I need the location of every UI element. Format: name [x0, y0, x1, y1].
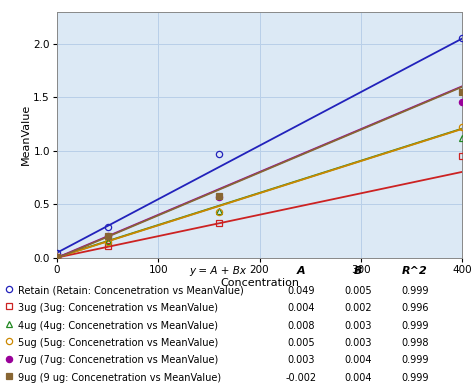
Text: 0.008: 0.008: [287, 320, 315, 331]
Text: 0.004: 0.004: [287, 303, 315, 313]
X-axis label: Concentration: Concentration: [220, 278, 299, 288]
Text: 0.999: 0.999: [401, 373, 428, 383]
Text: B: B: [354, 265, 362, 275]
Text: 0.004: 0.004: [344, 355, 372, 365]
Text: 0.999: 0.999: [401, 286, 428, 296]
Text: 0.999: 0.999: [401, 320, 428, 331]
Text: 5ug (5ug: Concenetration vs MeanValue): 5ug (5ug: Concenetration vs MeanValue): [18, 338, 218, 348]
Text: 9ug (9 ug: Concenetration vs MeanValue): 9ug (9 ug: Concenetration vs MeanValue): [18, 373, 221, 383]
Text: 0.005: 0.005: [344, 286, 372, 296]
Text: A: A: [297, 265, 305, 275]
Text: 0.999: 0.999: [401, 355, 428, 365]
Text: R^2: R^2: [402, 265, 428, 275]
Text: 0.003: 0.003: [344, 320, 372, 331]
Text: 0.004: 0.004: [344, 373, 372, 383]
Text: 7ug (7ug: Concenetration vs MeanValue): 7ug (7ug: Concenetration vs MeanValue): [18, 355, 218, 365]
Text: 0.049: 0.049: [287, 286, 315, 296]
Text: y = A + Bx: y = A + Bx: [190, 265, 246, 275]
Text: 4ug (4ug: Concenetration vs MeanValue): 4ug (4ug: Concenetration vs MeanValue): [18, 320, 218, 331]
Text: 0.002: 0.002: [344, 303, 372, 313]
Text: Retain (Retain: Concenetration vs MeanValue): Retain (Retain: Concenetration vs MeanVa…: [18, 286, 244, 296]
Y-axis label: MeanValue: MeanValue: [20, 104, 30, 165]
Text: 3ug (3ug: Concenetration vs MeanValue): 3ug (3ug: Concenetration vs MeanValue): [18, 303, 218, 313]
Text: 0.998: 0.998: [401, 338, 428, 348]
Text: 0.003: 0.003: [344, 338, 372, 348]
Text: 0.003: 0.003: [287, 355, 315, 365]
Text: -0.002: -0.002: [285, 373, 317, 383]
Text: 0.005: 0.005: [287, 338, 315, 348]
Text: 0.996: 0.996: [401, 303, 428, 313]
